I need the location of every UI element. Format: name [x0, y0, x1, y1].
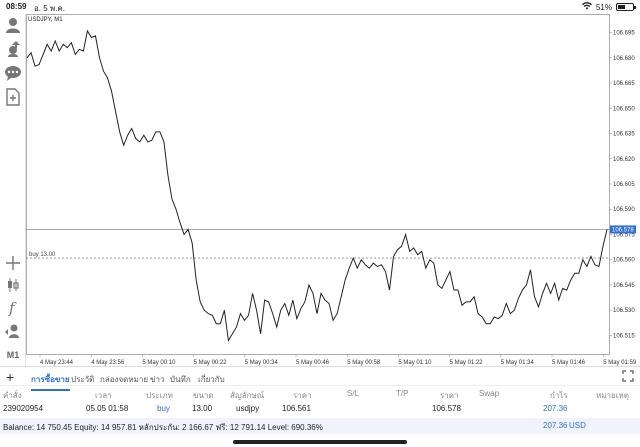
share-icon[interactable]	[4, 40, 22, 58]
y-tick-label: 106.590	[613, 207, 635, 213]
col-order: คำสั่ง	[3, 391, 22, 400]
terminal-tabbar: + การซื้อขาย ประวัติ กล่องจดหมาย ข่าว บั…	[0, 366, 640, 391]
wifi-icon	[581, 2, 592, 12]
battery-percent: 51%	[595, 2, 612, 12]
y-tick-label: 106.575	[613, 232, 635, 238]
fullscreen-icon[interactable]	[622, 370, 634, 382]
x-tick-label: 5 May 00:10	[142, 360, 176, 366]
order-profit: 207.36	[543, 404, 568, 413]
order-volume: 13.00	[192, 404, 213, 413]
x-tick-label: 5 May 00:46	[296, 360, 330, 366]
current-price-label: 106.578	[612, 227, 634, 233]
chart-title: USDJPY, M1	[28, 17, 63, 23]
order-type: buy	[157, 404, 170, 413]
x-axis: 4 May 23:44 4 May 23:56 5 May 00:10 5 May 0…	[39, 354, 637, 366]
current-price-tag	[610, 225, 636, 234]
y-tick-label: 106.665	[613, 81, 635, 87]
status-time: 08:59	[6, 2, 27, 11]
tab-history[interactable]: ประวัติ	[71, 375, 95, 384]
y-tick-label: 106.620	[613, 157, 635, 163]
chart-canvas: USDJPY, M1 106.695106.680106.665106.6501…	[26, 14, 637, 366]
col-swap: Swap	[479, 389, 500, 398]
buy-order-label: buy 13.00	[29, 252, 56, 258]
y-tick-label: 106.605	[613, 182, 635, 188]
chat-icon[interactable]	[4, 64, 22, 82]
candlestick-icon[interactable]	[4, 276, 22, 294]
y-tick-label: 106.515	[613, 333, 635, 339]
col-profit: กำไร	[550, 391, 568, 400]
x-tick-label: 5 May 00:58	[347, 360, 381, 366]
col-sl: S/L	[347, 389, 360, 398]
objects-icon[interactable]	[4, 322, 22, 340]
new-order-button[interactable]: +	[6, 369, 15, 385]
y-tick-label: 106.650	[613, 106, 635, 112]
col-price: ราคา	[440, 391, 459, 400]
x-tick-label: 5 May 01:22	[450, 360, 484, 366]
x-tick-label: 5 May 00:22	[194, 360, 228, 366]
x-tick-label: 5 May 00:34	[245, 360, 279, 366]
price-chart[interactable]: USDJPY, M1 106.695 106.680 106.665 106.650 1…	[26, 14, 640, 366]
y-axis: 106.695 106.680 106.665 106.650 106.635 106.6…	[609, 31, 635, 339]
home-indicator[interactable]	[233, 440, 407, 444]
order-symbol: usdjpy	[236, 404, 260, 413]
col-tp: T/P	[396, 389, 409, 398]
account-summary: Balance: 14 750.45 Equity: 14 957.81 หลั…	[0, 418, 640, 434]
tab-trade[interactable]: การซื้อขาย	[31, 375, 70, 391]
order-time: 05.05 01:58	[86, 404, 129, 413]
tab-journal[interactable]: บันทึก	[170, 375, 191, 384]
orders-table-header: คำสั่ง เวลา ประเภท ขนาด สัญลักษณ์ ราคา S…	[0, 388, 640, 402]
col-open-price: ราคา	[293, 391, 312, 400]
x-tick-label: 5 May 01:59	[603, 360, 637, 366]
col-symbol: สัญลักษณ์	[230, 391, 265, 400]
tab-news[interactable]: ข่าว	[150, 375, 165, 384]
order-id: 239020954	[3, 404, 44, 413]
x-tick-label: 4 May 23:56	[91, 360, 125, 366]
y-tick-label: 106.545	[613, 283, 635, 289]
col-type: ประเภท	[146, 391, 173, 400]
total-profit: 207.36	[543, 421, 568, 430]
battery-level	[618, 5, 626, 9]
x-tick-label: 5 May 01:46	[552, 360, 586, 366]
tab-mailbox[interactable]: กล่องจดหมาย	[100, 375, 149, 384]
left-toolbar: f M1	[0, 14, 26, 366]
battery-tip	[634, 6, 636, 9]
y-tick-label: 106.680	[613, 56, 635, 62]
tab-about[interactable]: เกี่ยวกับ	[198, 375, 225, 384]
y-tick-label: 106.635	[613, 132, 635, 138]
status-bar: 08:59 อ. 5 พ.ค. 51%	[0, 0, 640, 14]
plot-frame	[26, 14, 610, 355]
svg-text:f: f	[8, 299, 17, 316]
x-tick-label: 5 May 01:34	[501, 360, 535, 366]
function-icon[interactable]: f	[4, 298, 22, 317]
order-current-price: 106.578	[432, 404, 461, 413]
y-tick-label: 106.530	[613, 308, 635, 314]
timeframe-button[interactable]: M1	[6, 350, 20, 360]
status-date: อ. 5 พ.ค.	[34, 4, 65, 13]
price-series-line	[26, 29, 608, 343]
x-tick-label: 4 May 23:44	[40, 360, 74, 366]
order-open-price: 106.561	[282, 404, 311, 413]
x-tick-label: 5 May 01:10	[398, 360, 432, 366]
new-document-icon[interactable]	[4, 88, 22, 106]
account-currency: USD	[569, 421, 586, 430]
crosshair-icon[interactable]	[4, 254, 22, 272]
col-time: เวลา	[95, 391, 112, 400]
battery-icon	[616, 3, 636, 11]
y-tick-label: 106.695	[613, 31, 635, 37]
col-volume: ขนาด	[193, 391, 214, 400]
user-icon[interactable]	[4, 16, 22, 34]
col-comment: หมายเหตุ	[596, 391, 629, 400]
y-tick-label: 106.560	[613, 258, 635, 264]
status-right: 51%	[581, 2, 636, 12]
table-row[interactable]: 239020954 05.05 01:58 buy 13.00 usdjpy 1…	[0, 403, 640, 417]
account-summary-text: Balance: 14 750.45 Equity: 14 957.81 หลั…	[3, 423, 323, 432]
